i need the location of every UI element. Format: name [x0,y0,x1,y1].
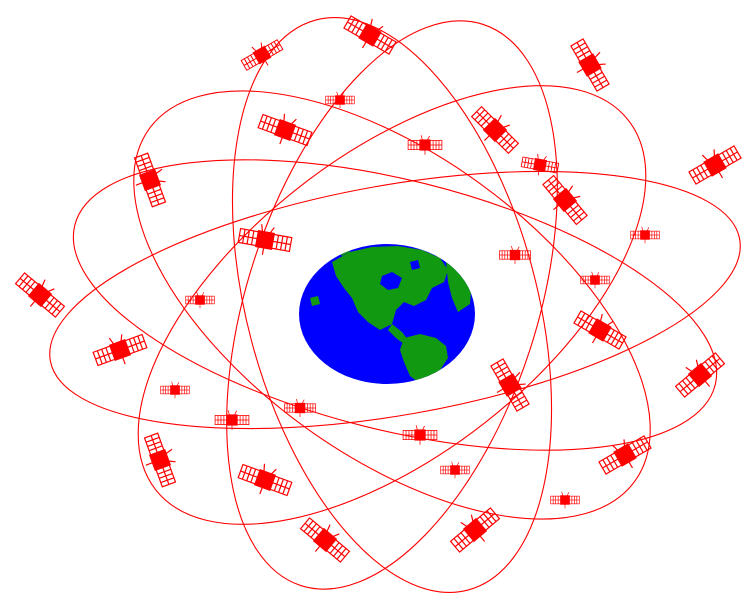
satellite-group [14,15,742,563]
satellite-icon [160,381,190,399]
satellite-icon [520,153,560,176]
satellite-icon [185,291,215,309]
satellite-icon [402,425,438,445]
satellite-icon [470,105,520,155]
orbit-path-2 [72,159,718,451]
satellite-icon [407,135,443,155]
satellite-icon [440,461,470,479]
satellite-icon [490,358,530,412]
satellite-icon [237,224,293,255]
satellite-icon [92,333,148,367]
satellite-icon [674,352,726,398]
satellite-icon [143,432,177,488]
orbit-path-4 [133,90,651,520]
satellite-icon [630,226,660,244]
satellite-icon [14,272,66,318]
orbit-path-6 [231,17,553,593]
satellite-icon [598,435,652,475]
satellite-icon [449,507,501,553]
orbit-path-1 [49,170,741,430]
satellite-icon [550,491,580,509]
earth-globe [299,244,475,384]
satellite-icon [257,113,313,147]
satellite-icon [237,463,293,497]
satellite-icon [688,145,742,185]
satellite-icon [214,410,250,430]
satellite-icon [573,310,627,350]
satellite-icon [580,271,610,289]
satellite-icon [284,398,316,418]
satellite-icon [542,174,588,226]
orbit-path-3 [137,85,647,525]
satellite-icon [570,38,610,92]
satellite-icon [499,245,531,265]
satellite-icon [240,39,284,71]
satellite-icon [133,152,167,208]
satellite-icon [325,91,355,109]
satellite-icon [343,15,397,55]
orbit-path-5 [226,20,558,590]
satellite-icon [299,517,351,563]
orbit-group [49,17,741,593]
